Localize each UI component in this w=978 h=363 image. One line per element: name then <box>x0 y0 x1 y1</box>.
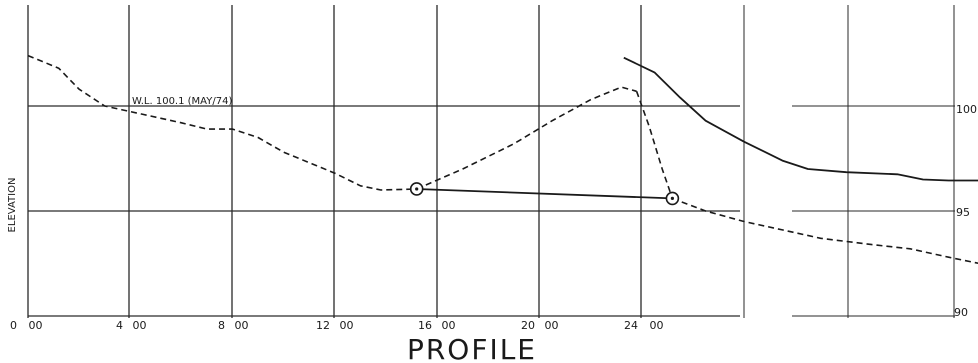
y-axis-label: ELEVATION <box>7 178 18 233</box>
series-layer <box>27 54 978 265</box>
horizontal-grid <box>28 105 955 317</box>
point-marker-2 <box>665 191 680 206</box>
marker-layer <box>409 182 680 206</box>
chart-title: PROFILE <box>407 333 537 363</box>
x-tick-label-16: 16 00 <box>418 319 456 332</box>
x-tick-label-20: 20 00 <box>521 319 559 332</box>
profile-line-6 <box>623 56 978 182</box>
x-tick-label-8: 8 00 <box>218 319 249 332</box>
y-tick-label-95: 95 <box>956 206 970 219</box>
x-tick-label-24: 24 00 <box>624 319 664 332</box>
profile-line-3 <box>635 91 674 199</box>
profile-line-4 <box>672 197 978 265</box>
profile-line-5 <box>416 188 673 200</box>
x-tick-label-0: 0 00 <box>10 319 43 332</box>
y-tick-label-90: 90 <box>954 306 968 319</box>
x-tick-label-4: 4 00 <box>116 319 147 332</box>
point-marker-1 <box>409 182 424 196</box>
profile-line-1 <box>27 54 417 191</box>
profile-line-2 <box>416 86 637 190</box>
x-tick-label-12: 12 00 <box>316 319 354 332</box>
vertical-grid <box>27 5 955 318</box>
y-tick-label-100: 100 <box>956 103 977 116</box>
water-level-label: W.L. 100.1 (MAY/74) <box>132 96 232 107</box>
